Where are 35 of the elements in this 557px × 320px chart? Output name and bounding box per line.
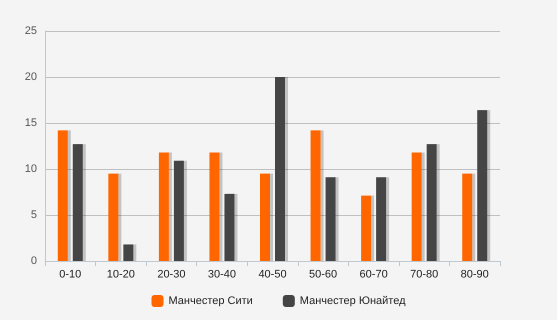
x-tick-label: 50-60 xyxy=(308,268,338,280)
x-tick-label: 10-20 xyxy=(106,268,135,280)
legend-label: Манчестер Сити xyxy=(168,295,253,307)
bar xyxy=(376,177,386,261)
bar xyxy=(209,152,220,261)
bar xyxy=(174,160,184,261)
y-tick-label: 0 xyxy=(30,255,37,267)
bar xyxy=(58,130,68,261)
bar xyxy=(72,144,83,261)
bar xyxy=(477,110,488,261)
bar xyxy=(123,244,134,261)
y-tick-label: 5 xyxy=(30,209,37,221)
bar xyxy=(158,152,169,261)
x-tick-label: 20-30 xyxy=(157,268,186,280)
bar xyxy=(326,177,336,261)
bar xyxy=(412,152,422,261)
bar xyxy=(426,144,437,261)
x-tick-label: 30-40 xyxy=(208,268,236,280)
bar xyxy=(260,174,270,261)
bar xyxy=(224,194,234,261)
bar xyxy=(275,77,285,261)
y-tick-label: 25 xyxy=(24,25,37,37)
y-tick-label: 20 xyxy=(24,71,37,83)
bar xyxy=(361,196,372,261)
bar xyxy=(310,130,321,261)
x-tick-label: 80-90 xyxy=(460,268,489,280)
bar xyxy=(108,174,118,261)
x-tick-label: 60-70 xyxy=(360,268,388,280)
x-tick-label: 70-80 xyxy=(410,268,438,280)
x-tick-label: 40-50 xyxy=(258,268,287,280)
bar xyxy=(462,174,472,261)
y-tick-label: 15 xyxy=(24,117,37,129)
legend-label: Манчестер Юнайтед xyxy=(300,295,406,307)
y-tick-label: 10 xyxy=(24,163,37,175)
x-tick-label: 0-10 xyxy=(59,268,82,280)
